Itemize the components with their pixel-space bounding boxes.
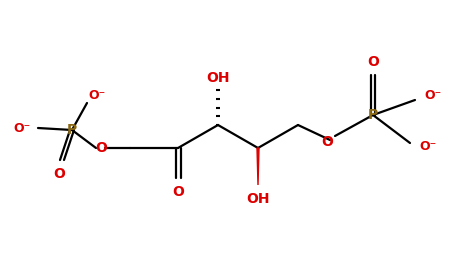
Text: O⁻: O⁻ — [88, 88, 106, 101]
Text: OH: OH — [246, 192, 270, 206]
Text: OH: OH — [206, 71, 230, 85]
Text: P: P — [67, 123, 77, 137]
Text: O: O — [172, 185, 184, 199]
Text: O⁻: O⁻ — [424, 88, 442, 101]
Text: O: O — [53, 167, 65, 181]
Text: O: O — [321, 135, 333, 149]
Text: O: O — [95, 141, 107, 155]
Text: O⁻: O⁻ — [419, 140, 437, 153]
Text: P: P — [368, 108, 378, 122]
Polygon shape — [257, 148, 259, 185]
Text: O: O — [367, 55, 379, 69]
Text: O⁻: O⁻ — [13, 121, 31, 134]
